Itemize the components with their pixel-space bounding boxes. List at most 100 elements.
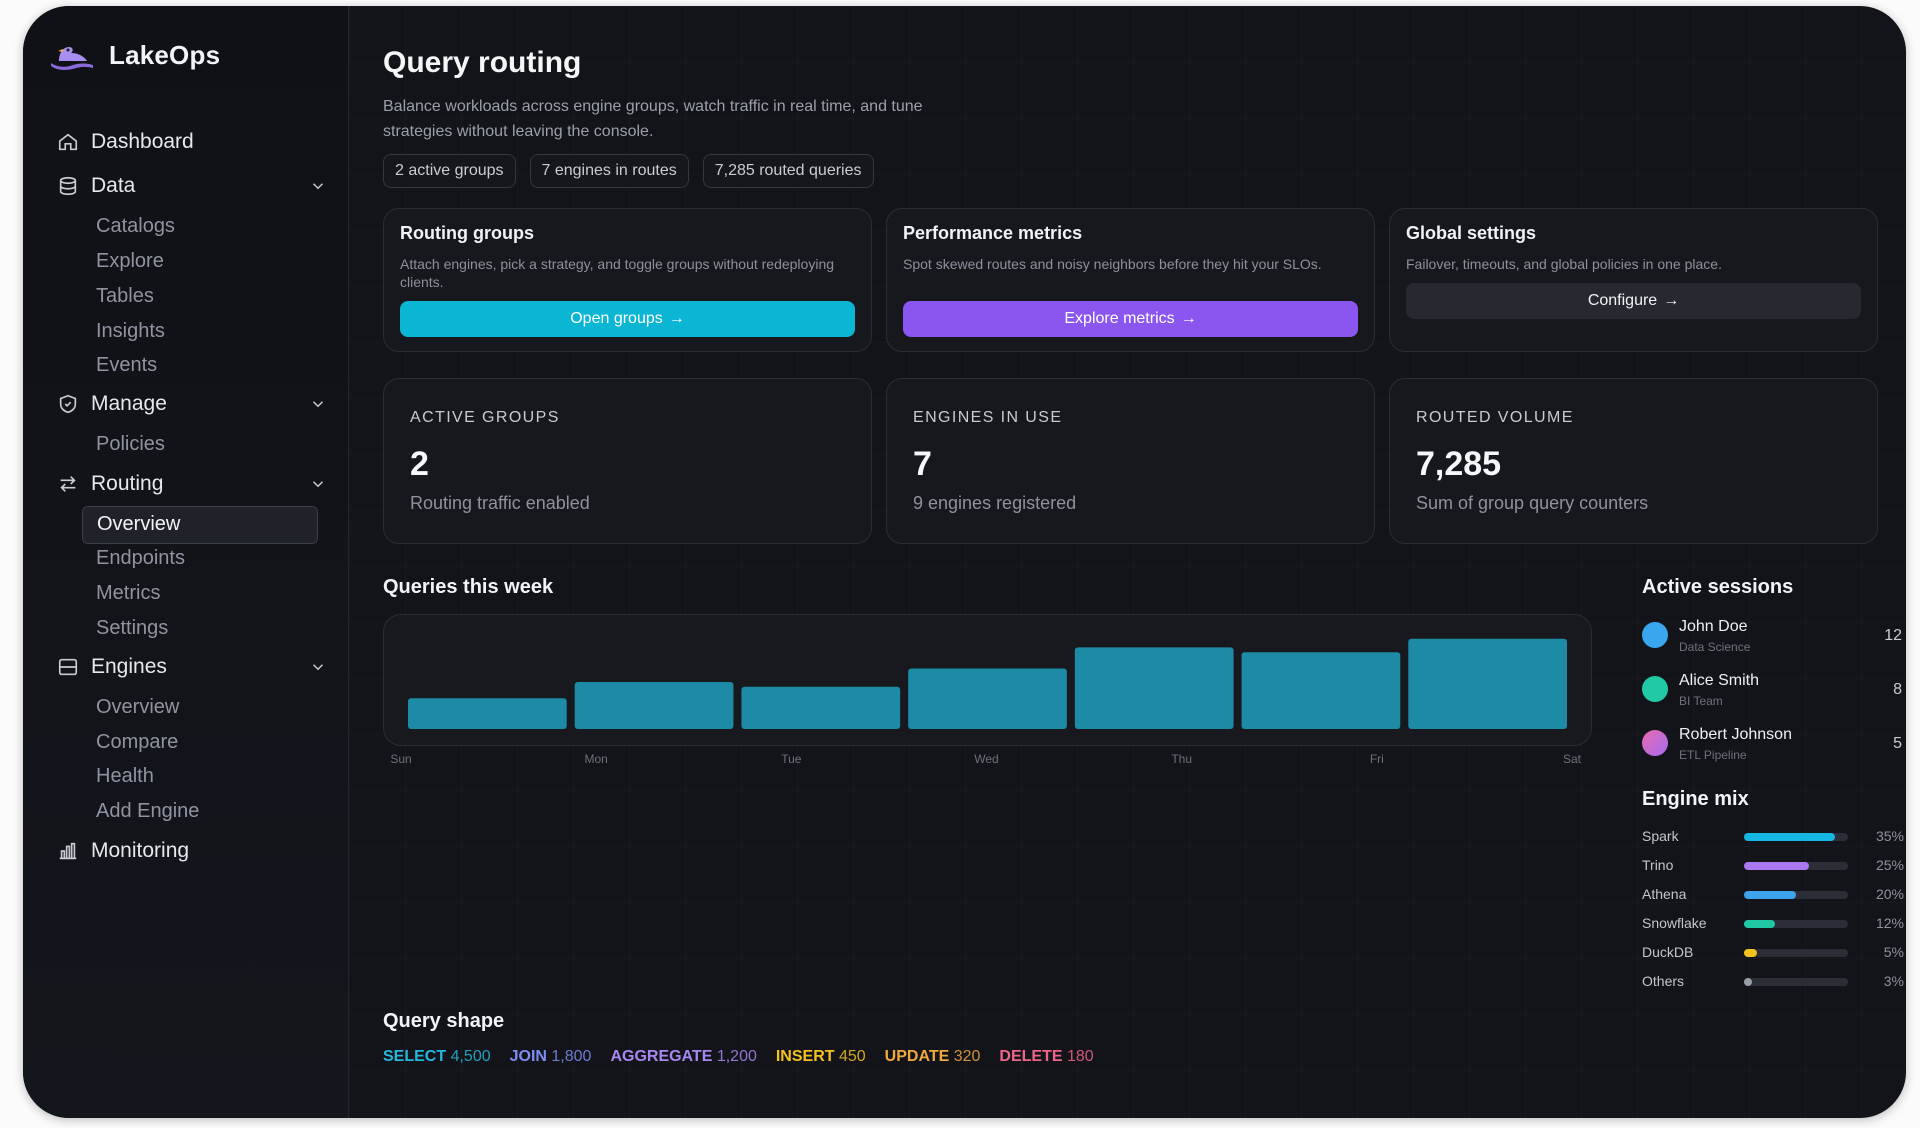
main-content: Query routing Balance workloads across e… [349,6,1906,1118]
engine-share-fill [1744,891,1796,899]
home-icon [58,133,78,151]
x-tick-label: Wed [974,752,999,766]
engine-share-fill [1744,833,1835,841]
brand[interactable]: LakeOps [49,40,220,71]
bar-thu[interactable] [1074,647,1234,729]
button-label: Open groups [570,310,663,327]
stat-label: ENGINES IN USE [913,409,1063,426]
sidebar-item-label: Monitoring [91,839,190,862]
card-title: Global settings [1406,223,1537,243]
page-title: Query routing [383,46,582,79]
stat-note: Routing traffic enabled [410,493,590,513]
query-shape-item: SELECT 4,500 [383,1048,491,1066]
chip-engines-in-routes: 7 engines in routes [529,154,689,188]
button-label: Explore metrics [1064,310,1175,327]
engine-share-percent: 25% [1875,857,1904,873]
chip-routed-queries: 7,285 routed queries [702,154,874,188]
engine-share-fill [1744,920,1776,928]
session-count: 8 [1893,681,1902,698]
chevron-down-icon[interactable] [309,177,327,195]
engine-mix-row: DuckDB 5% [1642,944,1904,964]
card-title: Routing groups [400,223,534,243]
engine-share-percent: 35% [1875,828,1904,844]
chart-title: Queries this week [383,576,554,598]
engine-share-fill [1744,862,1809,870]
bar-sat[interactable] [1408,638,1567,729]
sidebar-subitem-tables[interactable]: Tables [96,285,154,307]
logo-icon [51,46,93,70]
x-tick-label: Thu [1171,752,1192,766]
sidebar-subitem-engines-overview[interactable]: Overview [96,696,180,718]
x-tick-label: Mon [584,752,608,766]
configure-button[interactable]: Configure → [1406,283,1861,319]
query-type: INSERT [775,1048,835,1065]
sidebar-subitem-routing-overview[interactable]: Overview [82,506,318,544]
query-type: DELETE [999,1048,1063,1065]
sidebar-item-dashboard[interactable]: Dashboard [57,124,327,160]
sidebar-subitem-catalogs[interactable]: Catalogs [96,215,175,237]
sidebar-subitem-endpoints[interactable]: Endpoints [96,547,185,569]
sidebar-subitem-settings[interactable]: Settings [96,617,169,639]
card-description: Failover, timeouts, and global policies … [1406,256,1722,272]
brand-name: LakeOps [109,40,221,70]
engine-mix-row: Trino 25% [1642,857,1904,877]
sidebar-subitem-add-engine[interactable]: Add Engine [96,800,200,822]
stat-card-active-groups: ACTIVE GROUPS 2 Routing traffic enabled [383,378,872,544]
sidebar-subitem-insights[interactable]: Insights [96,320,165,342]
stat-label: ACTIVE GROUPS [410,409,560,426]
sidebar-item-engines[interactable]: Engines [57,649,327,685]
bar-chart-icon [59,842,77,860]
stat-note: 9 engines registered [913,493,1077,513]
sidebar-item-manage[interactable]: Manage [57,386,327,422]
chart-x-axis: Sun Mon Tue Wed Thu Fri Sat [383,752,1590,768]
engine-share-percent: 12% [1875,915,1904,931]
query-count: 1,800 [546,1048,592,1065]
session-row[interactable]: Robert Johnson ETL Pipeline 5 [1642,726,1902,770]
page-subtitle: Balance workloads across engine groups, … [383,98,923,140]
engine-share-percent: 3% [1883,973,1904,989]
session-row[interactable]: Alice Smith BI Team 8 [1642,672,1902,716]
sidebar-subitem-health[interactable]: Health [96,765,154,787]
query-count: 320 [949,1048,981,1065]
engine-name: Trino [1642,857,1674,873]
summary-chips: 2 active groups 7 engines in routes 7,28… [383,154,874,188]
sidebar-item-monitoring[interactable]: Monitoring [57,833,327,869]
bar-chart [408,638,1567,729]
sidebar-subitem-explore[interactable]: Explore [96,250,164,272]
session-row[interactable]: John Doe Data Science 12 [1642,618,1902,662]
bar-sun[interactable] [408,698,567,729]
session-name: Alice Smith [1679,672,1760,689]
bar-tue[interactable] [741,686,901,729]
chevron-down-icon[interactable] [309,395,327,413]
sidebar-item-label: Manage [91,392,167,415]
query-shape-item: INSERT 450 [776,1048,866,1066]
sidebar-item-data[interactable]: Data [57,168,327,204]
query-shape-list: SELECT 4,500 JOIN 1,800 AGGREGATE 1,200 INS… [383,1048,1094,1066]
x-tick-label: Tue [781,752,802,766]
chevron-down-icon[interactable] [309,658,327,676]
stat-value: 7 [913,445,932,483]
global-settings-card: Global settings Failover, timeouts, and … [1389,208,1878,352]
engine-mix-row: Others 3% [1642,973,1904,993]
engine-share-percent: 5% [1883,944,1904,960]
sidebar-subitem-policies[interactable]: Policies [96,433,165,455]
bar-mon[interactable] [574,681,734,729]
explore-metrics-button[interactable]: Explore metrics → [903,301,1358,337]
swap-arrows-icon [60,476,76,492]
sidebar-item-routing[interactable]: Routing [57,466,327,502]
engine-mix-title: Engine mix [1642,788,1749,810]
engine-name: Snowflake [1642,915,1707,931]
sidebar-subitem-compare[interactable]: Compare [96,731,179,753]
session-team: Data Science [1679,640,1751,654]
queries-chart [383,614,1592,746]
sidebar-subitem-metrics[interactable]: Metrics [96,582,161,604]
engine-share-fill [1744,949,1757,957]
arrow-right-icon: → [668,310,685,327]
bar-fri[interactable] [1241,652,1401,729]
open-groups-button[interactable]: Open groups → [400,301,855,337]
sidebar-subitem-events[interactable]: Events [96,354,158,376]
routing-groups-card: Routing groups Attach engines, pick a st… [383,208,872,352]
chevron-down-icon[interactable] [309,475,327,493]
bar-wed[interactable] [908,668,1067,729]
session-team: ETL Pipeline [1679,748,1747,762]
